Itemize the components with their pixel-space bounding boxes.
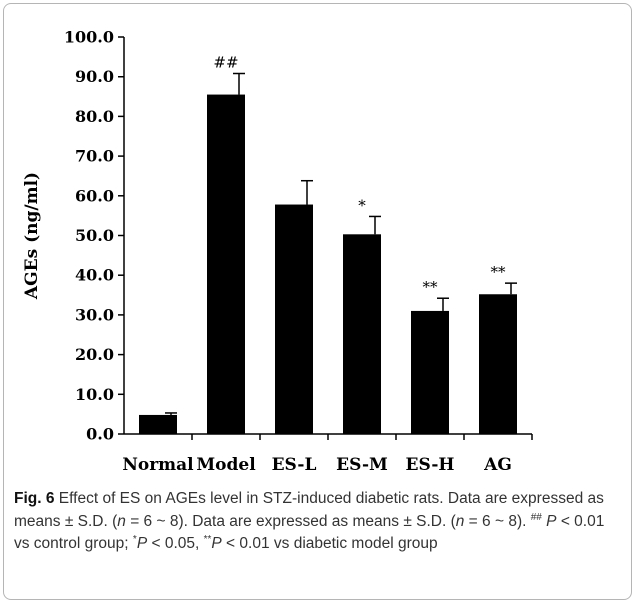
caption-p-3: P [211,535,222,552]
caption-sup-1: ## [530,511,542,523]
caption-p-1: P [546,512,557,530]
significance-label: ** [423,278,439,296]
significance-label: ** [491,263,507,281]
bar-es-m [343,234,381,434]
caption-p-2: P [136,535,148,552]
caption-text-5: < 0.05, [147,535,204,552]
x-tick-label: ES-L [272,455,317,475]
figure-label: Fig. 6 [14,490,55,507]
y-tick-label: 70.0 [75,147,114,166]
y-tick-label: 50.0 [75,226,114,245]
y-tick-label: 20.0 [75,345,114,364]
figure-panel: 0.0 10.0 20.0 30.0 40.0 50.0 60.0 70.0 80.0 90.0 1… [3,3,632,600]
caption-n-1: n [117,512,126,530]
bar-es-l [275,204,313,434]
y-axis-label: AGEs (ng/ml) [22,172,42,300]
figure-caption: Fig. 6 Effect of ES on AGEs level in STZ… [14,488,619,556]
bar-model [207,94,245,434]
y-tick-label: 0.0 [86,425,114,444]
y-tick-label: 10.0 [75,385,114,404]
caption-sup-2: * [132,533,137,545]
x-tick-label: ES-H [406,455,455,475]
y-tick-label: 60.0 [75,186,114,205]
bar-normal [139,414,177,434]
caption-text-6: < 0.01 vs diabetic model group [221,535,438,552]
y-tick-label: 80.0 [75,107,114,126]
x-tick-label: ES-M [336,455,388,475]
significance-label: ## [213,54,238,72]
y-tick-label: 40.0 [75,266,114,285]
caption-n-2: n [455,512,465,530]
caption-text-4: < 0.01 vs control group; [14,512,605,553]
x-tick-label: AG [483,455,512,475]
bar-chart: 0.0 10.0 20.0 30.0 40.0 50.0 60.0 70.0 80.0 90.0 1… [22,28,533,475]
caption-text-1: Effect of ES on AGEs level in STZ-induce… [14,490,604,530]
caption-sup-3: ** [203,533,212,545]
caption-text-2: = 6 ~ 8). Data are expressed as means ± … [125,512,456,530]
x-tick-label: Normal [122,455,194,475]
y-tick-label: 100.0 [64,28,114,47]
y-tick-label: 90.0 [75,67,114,86]
x-tick-label: Model [196,455,256,475]
bar-ag [479,294,517,434]
bar-es-h [411,310,449,434]
significance-label: * [358,196,366,214]
caption-text-3: = 6 ~ 8). [464,512,531,530]
y-tick-label: 30.0 [75,305,114,324]
